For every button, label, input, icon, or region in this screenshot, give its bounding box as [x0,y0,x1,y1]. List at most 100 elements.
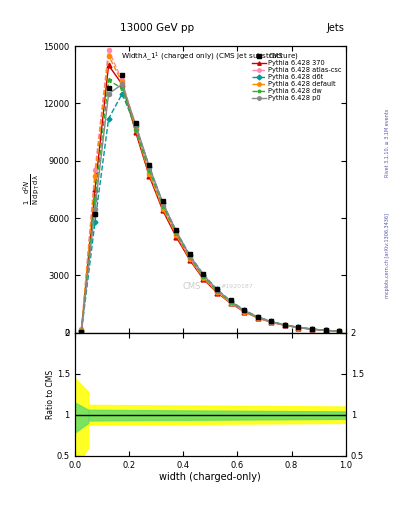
Pythia 6.428 dw [323,327,328,333]
Text: Rivet 3.1.10, ≥ 3.1M events: Rivet 3.1.10, ≥ 3.1M events [385,109,390,178]
Pythia 6.428 dw [187,254,192,261]
Pythia 6.428 atlas-csc [201,274,206,281]
Pythia 6.428 dw [147,167,152,174]
Pythia 6.428 atlas-csc [310,326,314,332]
Line: Pythia 6.428 d6t: Pythia 6.428 d6t [80,92,341,333]
Pythia 6.428 370 [296,325,301,331]
Pythia 6.428 atlas-csc [147,169,152,175]
Pythia 6.428 dw [310,326,314,332]
CMS [215,286,219,292]
Pythia 6.428 dw [283,322,287,328]
Pythia 6.428 atlas-csc [283,322,287,328]
Pythia 6.428 p0 [160,200,165,206]
X-axis label: width (charged-only): width (charged-only) [160,472,261,482]
Pythia 6.428 370 [187,257,192,263]
Pythia 6.428 p0 [215,287,219,293]
Pythia 6.428 default [269,319,274,325]
Pythia 6.428 p0 [242,307,246,313]
Pythia 6.428 370 [133,129,138,135]
Pythia 6.428 d6t [228,298,233,304]
CMS [283,322,287,328]
Pythia 6.428 370 [228,300,233,306]
Pythia 6.428 default [133,127,138,133]
Pythia 6.428 default [79,327,84,333]
Pythia 6.428 dw [133,127,138,133]
Pythia 6.428 d6t [337,328,342,334]
Pythia 6.428 p0 [120,81,125,88]
Pythia 6.428 370 [337,328,342,334]
Pythia 6.428 p0 [255,314,260,320]
Pythia 6.428 370 [106,62,111,68]
Pythia 6.428 p0 [283,322,287,328]
Pythia 6.428 dw [93,196,97,202]
Pythia 6.428 atlas-csc [255,315,260,321]
Pythia 6.428 dw [160,203,165,209]
Pythia 6.428 default [283,322,287,328]
Pythia 6.428 d6t [187,252,192,259]
CMS [187,251,192,258]
Pythia 6.428 p0 [269,318,274,325]
Pythia 6.428 default [296,325,301,331]
Pythia 6.428 370 [269,319,274,325]
Pythia 6.428 atlas-csc [337,328,342,334]
Pythia 6.428 dw [79,328,84,334]
Pythia 6.428 dw [120,85,125,91]
Pythia 6.428 dw [201,273,206,280]
CMS [93,211,97,218]
Pythia 6.428 d6t [242,307,246,313]
Pythia 6.428 default [228,300,233,306]
Pythia 6.428 370 [160,207,165,214]
Pythia 6.428 p0 [323,327,328,333]
Text: #1920187: #1920187 [221,285,254,289]
CMS [160,198,165,204]
Pythia 6.428 370 [147,173,152,179]
Pythia 6.428 d6t [296,324,301,330]
Pythia 6.428 default [337,328,342,334]
CMS [255,313,260,319]
Pythia 6.428 370 [120,81,125,88]
Pythia 6.428 atlas-csc [160,204,165,210]
Pythia 6.428 default [106,53,111,59]
Line: Pythia 6.428 dw: Pythia 6.428 dw [79,78,342,334]
Pythia 6.428 p0 [187,253,192,259]
Pythia 6.428 default [255,315,260,321]
Pythia 6.428 default [187,256,192,262]
Pythia 6.428 p0 [147,163,152,169]
Pythia 6.428 dw [337,328,342,334]
Pythia 6.428 p0 [296,324,301,330]
Pythia 6.428 p0 [201,272,206,278]
Text: CMS: CMS [182,283,200,291]
CMS [337,328,342,334]
Pythia 6.428 p0 [93,205,97,211]
Pythia 6.428 370 [310,326,314,332]
Pythia 6.428 atlas-csc [79,326,84,332]
CMS [228,297,233,304]
Pythia 6.428 dw [269,319,274,325]
Pythia 6.428 d6t [120,91,125,97]
Line: CMS: CMS [79,73,341,334]
CMS [323,327,328,333]
Pythia 6.428 dw [174,230,179,237]
Pythia 6.428 d6t [269,318,274,325]
Line: Pythia 6.428 default: Pythia 6.428 default [79,54,341,333]
Pythia 6.428 default [310,326,314,332]
Pythia 6.428 atlas-csc [296,325,301,331]
Pythia 6.428 p0 [310,326,314,332]
Pythia 6.428 dw [228,299,233,305]
CMS [133,119,138,125]
Pythia 6.428 dw [296,325,301,331]
Line: Pythia 6.428 370: Pythia 6.428 370 [79,63,342,334]
Pythia 6.428 d6t [310,326,314,332]
Pythia 6.428 370 [255,315,260,321]
Pythia 6.428 d6t [106,116,111,122]
CMS [296,324,301,330]
Pythia 6.428 default [160,205,165,211]
Pythia 6.428 d6t [215,286,219,292]
CMS [242,307,246,313]
Pythia 6.428 d6t [79,328,84,334]
CMS [269,318,274,325]
Pythia 6.428 atlas-csc [187,255,192,261]
CMS [120,72,125,78]
Pythia 6.428 d6t [147,163,152,169]
Pythia 6.428 p0 [228,298,233,304]
